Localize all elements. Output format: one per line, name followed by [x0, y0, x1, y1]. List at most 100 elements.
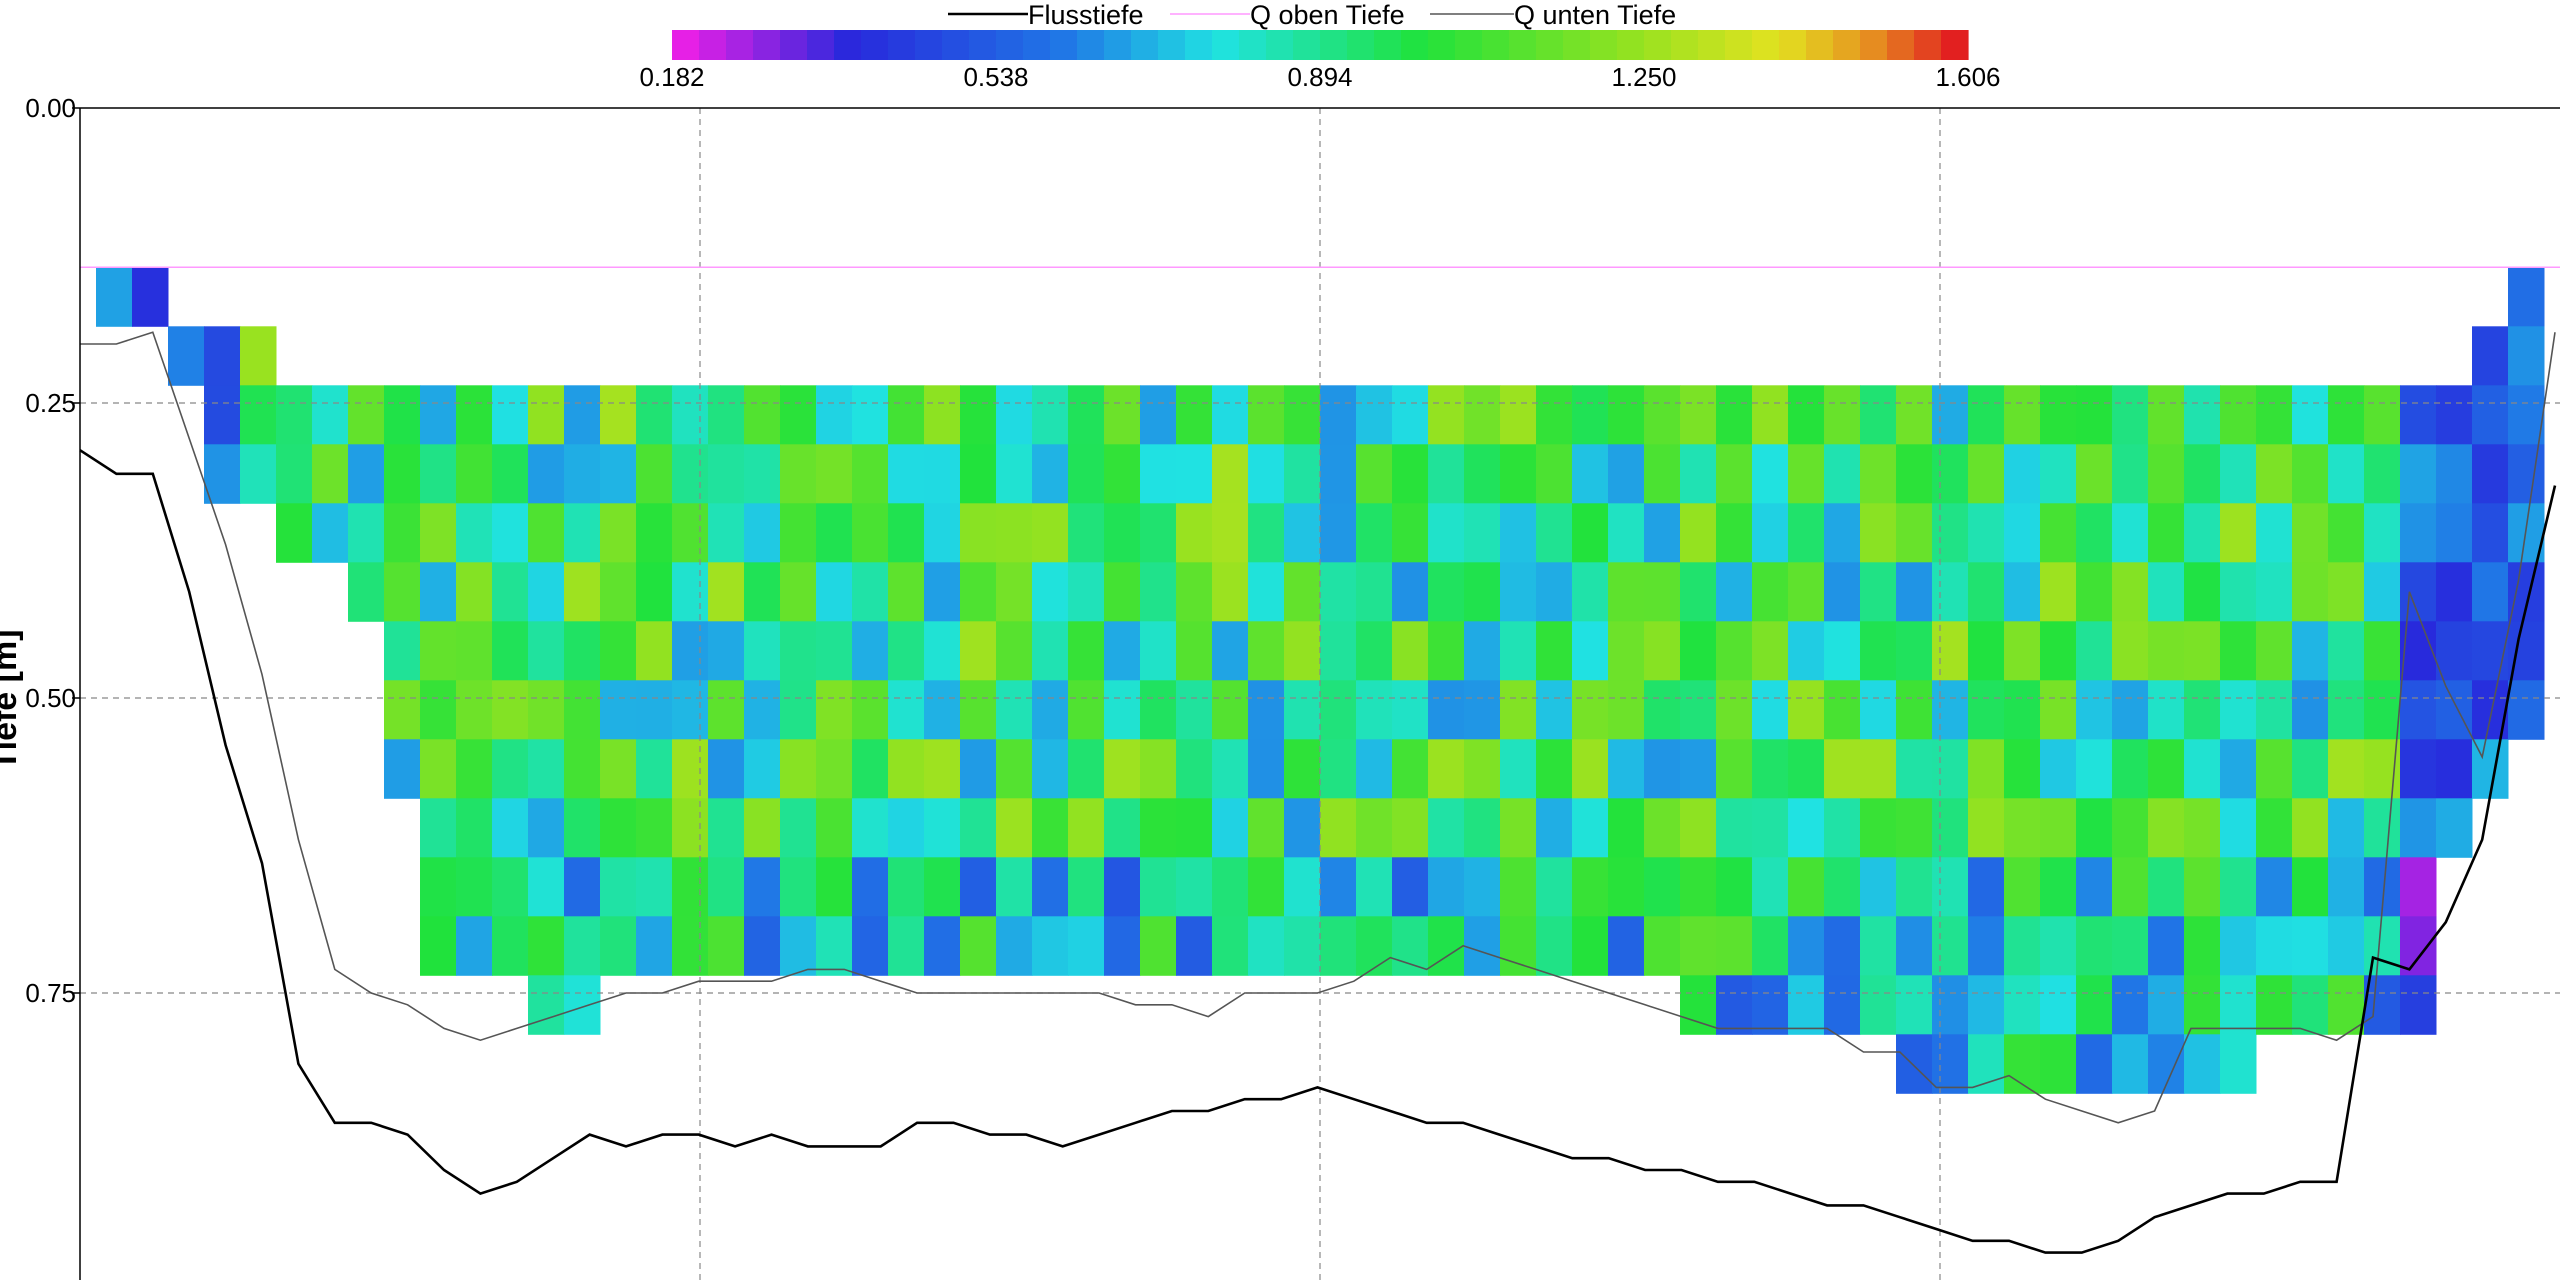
- heatmap-cell: [1248, 916, 1285, 976]
- heatmap-cell: [1104, 562, 1141, 622]
- heatmap-cell: [1860, 562, 1897, 622]
- heatmap-cell: [1284, 385, 1321, 445]
- heatmap-cell: [960, 916, 997, 976]
- heatmap-cell: [996, 385, 1033, 445]
- heatmap-cell: [2400, 444, 2437, 504]
- heatmap-cell: [600, 503, 637, 563]
- heatmap-cell: [1284, 680, 1321, 740]
- heatmap-cell: [132, 267, 169, 327]
- heatmap-cell: [456, 798, 493, 858]
- heatmap-cell: [924, 916, 961, 976]
- heatmap-cell: [1860, 798, 1897, 858]
- heatmap-cell: [600, 857, 637, 917]
- heatmap-cell: [636, 503, 673, 563]
- heatmap-cell: [1176, 562, 1213, 622]
- heatmap-cell: [1284, 444, 1321, 504]
- heatmap-cell: [2472, 444, 2509, 504]
- heatmap-cell: [204, 326, 241, 386]
- heatmap-cell: [708, 444, 745, 504]
- heatmap-cell: [2364, 739, 2401, 799]
- heatmap-cell: [2328, 739, 2365, 799]
- heatmap-cell: [1932, 562, 1969, 622]
- heatmap-cell: [1572, 798, 1609, 858]
- heatmap-cell: [564, 444, 601, 504]
- heatmap-cell: [2004, 444, 2041, 504]
- heatmap-cell: [1572, 562, 1609, 622]
- heatmap-cell: [1644, 385, 1681, 445]
- heatmap-cell: [1716, 680, 1753, 740]
- heatmap-cell: [1032, 385, 1069, 445]
- heatmap-cell: [1608, 739, 1645, 799]
- heatmap-cell: [2148, 857, 2185, 917]
- heatmap-cell: [888, 444, 925, 504]
- heatmap-cell: [708, 385, 745, 445]
- heatmap-cell: [564, 739, 601, 799]
- heatmap-cell: [1104, 503, 1141, 563]
- heatmap-cell: [1716, 444, 1753, 504]
- heatmap-cell: [672, 444, 709, 504]
- heatmap-cell: [1788, 916, 1825, 976]
- heatmap-cell: [1428, 503, 1465, 563]
- heatmap-cell: [1428, 798, 1465, 858]
- heatmap-cell: [1500, 562, 1537, 622]
- heatmap-cell: [1032, 621, 1069, 681]
- heatmap-cell: [2400, 916, 2437, 976]
- heatmap-cell: [1500, 798, 1537, 858]
- heatmap-cell: [1320, 857, 1357, 917]
- heatmap-cell: [1140, 444, 1177, 504]
- heatmap-cell: [672, 916, 709, 976]
- heatmap-cell: [2184, 916, 2221, 976]
- heatmap-cell: [492, 385, 529, 445]
- heatmap-cell: [960, 503, 997, 563]
- heatmap-cell: [1500, 857, 1537, 917]
- heatmap-cell: [1428, 444, 1465, 504]
- heatmap-cell: [2076, 916, 2113, 976]
- heatmap-cell: [2076, 857, 2113, 917]
- heatmap-cell: [744, 857, 781, 917]
- heatmap-cell: [1248, 385, 1285, 445]
- heatmap-cell: [1608, 503, 1645, 563]
- heatmap-cell: [1140, 503, 1177, 563]
- heatmap-cell: [2112, 385, 2149, 445]
- heatmap-cell: [1104, 385, 1141, 445]
- heatmap-cell: [1104, 444, 1141, 504]
- heatmap-cell: [1356, 857, 1393, 917]
- colorbar-segment: [888, 30, 916, 60]
- heatmap-cell: [492, 621, 529, 681]
- heatmap-cell: [1788, 621, 1825, 681]
- heatmap-cell: [996, 739, 1033, 799]
- heatmap-cell: [528, 503, 565, 563]
- heatmap-cell: [1248, 503, 1285, 563]
- heatmap-cell: [1788, 739, 1825, 799]
- heatmap-cell: [1536, 798, 1573, 858]
- heatmap-cell: [2148, 739, 2185, 799]
- heatmap-cell: [2292, 857, 2329, 917]
- heatmap-cell: [1932, 385, 1969, 445]
- heatmap-cell: [1824, 385, 1861, 445]
- heatmap-cell: [1032, 562, 1069, 622]
- heatmap-cell: [2148, 798, 2185, 858]
- colorbar-segment: [1293, 30, 1321, 60]
- heatmap-cell: [1212, 444, 1249, 504]
- heatmap-cell: [456, 444, 493, 504]
- colorbar-segment: [672, 30, 700, 60]
- heatmap-cell: [1680, 916, 1717, 976]
- heatmap-cell: [1248, 739, 1285, 799]
- heatmap-cell: [1176, 857, 1213, 917]
- heatmap-cell: [1752, 562, 1789, 622]
- heatmap-cell: [1968, 1034, 2005, 1094]
- heatmap-cell: [1572, 739, 1609, 799]
- heatmap-cell: [1680, 621, 1717, 681]
- heatmap-cell: [1716, 916, 1753, 976]
- heatmap-cell: [672, 798, 709, 858]
- heatmap-cell: [780, 503, 817, 563]
- heatmap-cell: [2004, 739, 2041, 799]
- heatmap-cell: [1176, 739, 1213, 799]
- heatmap-cell: [1896, 680, 1933, 740]
- heatmap-cell: [1644, 562, 1681, 622]
- heatmap-cell: [924, 857, 961, 917]
- heatmap-cell: [2472, 385, 2509, 445]
- heatmap-cell: [1608, 680, 1645, 740]
- heatmap-cell: [2112, 444, 2149, 504]
- heatmap-cell: [1284, 916, 1321, 976]
